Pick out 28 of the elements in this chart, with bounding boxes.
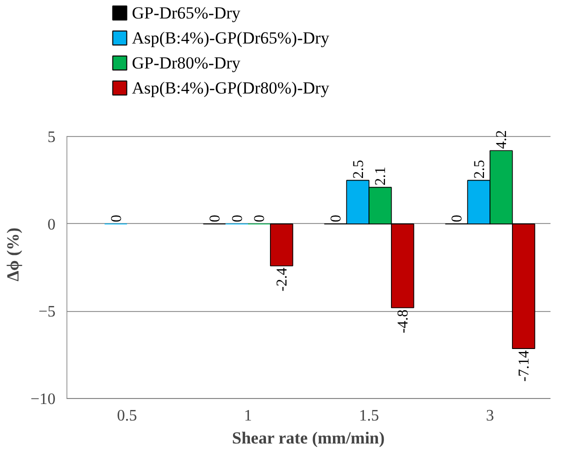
y-axis-title: Δϕ (%) [3,228,22,282]
bar [270,224,294,266]
data-label: 0 [207,214,224,222]
data-label: 0 [252,214,268,222]
data-label: -4.8 [396,309,412,334]
y-tick-label: −10 [30,391,56,408]
data-label: 0 [449,214,466,222]
data-label: 4.2 [494,130,510,149]
y-tick-label: 0 [48,216,56,234]
data-label: -7.14 [516,350,533,382]
x-tick-label: 0.5 [117,408,137,424]
data-label: -2.4 [274,267,291,292]
data-label: 0 [230,214,246,222]
x-tick-label: 1 [244,408,252,424]
x-tick-label: 3 [486,408,494,424]
legend-label: Asp(B:4%)-GP(Dr65%)-Dry [132,28,330,48]
data-label: 2.1 [373,166,390,186]
data-label: 2.5 [472,160,488,179]
data-label: 2.5 [350,160,367,179]
x-tick-label: 1.5 [359,408,379,424]
legend-label: GP-Dr80%-Dry [132,54,241,72]
data-label: 0 [108,214,125,222]
legend-label: Asp(B:4%)-GP(Dr80%)-Dry [132,78,330,98]
y-tick-label: 5 [48,129,56,146]
data-label: 0 [328,214,344,222]
x-axis-title: Shear rate (mm/min) [232,428,385,448]
legend-label: GP-Dr65%-Dry [132,4,241,22]
y-tick-label: −5 [38,304,56,321]
